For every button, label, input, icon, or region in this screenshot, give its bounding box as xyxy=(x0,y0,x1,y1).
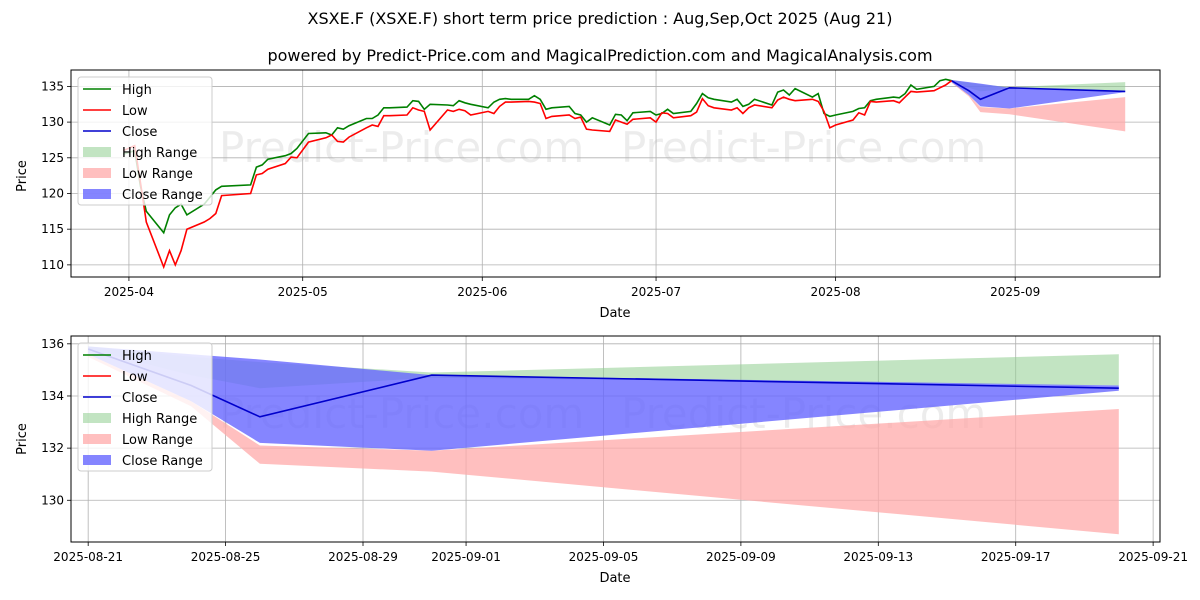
legend-label: High xyxy=(122,349,152,364)
top-y-axis-label: Price xyxy=(15,160,30,192)
bottom-x-axis-label: Date xyxy=(599,571,630,586)
bottom-legend: High Low Close High Range Low Range Close Ran… xyxy=(77,342,213,472)
legend-label: High Range xyxy=(122,412,197,427)
bottom-y-axis-label: Price xyxy=(15,423,30,455)
x-tick-label: 2025-09 xyxy=(990,285,1040,299)
chart-subtitle: powered by Predict-Price.com and Magical… xyxy=(267,46,933,65)
legend-label: Low Range xyxy=(122,433,193,448)
top-x-ticks: 2025-04 2025-05 2025-06 2025-07 2025-08 2025-… xyxy=(104,277,1040,299)
top-plot-frame xyxy=(70,69,1161,278)
x-tick-label: 2025-08-21 xyxy=(53,550,123,564)
legend-swatch-patch xyxy=(83,413,111,423)
close-range-band xyxy=(951,80,1126,109)
legend-box xyxy=(77,342,213,472)
y-tick-label: 115 xyxy=(41,222,64,236)
y-tick-label: 136 xyxy=(41,337,64,351)
top-panel: Predict-Price.com Predict-Price.com 2025-… xyxy=(15,69,1161,321)
x-tick-label: 2025-08-25 xyxy=(191,550,261,564)
legend-swatch-patch xyxy=(83,434,111,444)
y-tick-label: 125 xyxy=(41,151,64,165)
watermark-text: Predict-Price.com xyxy=(219,123,584,172)
legend-label: Low Range xyxy=(122,167,193,182)
y-tick-label: 130 xyxy=(41,115,64,129)
top-legend: High Low Close High Range Low Range Close Ran… xyxy=(77,76,213,206)
top-watermarks: Predict-Price.com Predict-Price.com xyxy=(219,123,986,172)
top-x-axis-label: Date xyxy=(599,306,630,321)
close-range-band xyxy=(88,346,1119,451)
watermark-text: Predict-Price.com xyxy=(621,123,986,172)
legend-box xyxy=(77,76,213,206)
legend-label: Close xyxy=(122,391,157,406)
x-tick-label: 2025-09-09 xyxy=(706,550,776,564)
y-tick-label: 134 xyxy=(41,389,64,403)
legend-swatch-patch xyxy=(83,455,111,465)
top-grid xyxy=(71,70,1160,277)
legend-label: Close xyxy=(122,125,157,140)
y-tick-label: 120 xyxy=(41,186,64,200)
close-line xyxy=(951,80,1126,101)
x-tick-label: 2025-09-21 xyxy=(1118,550,1188,564)
low-range-band xyxy=(88,354,1119,535)
low-line xyxy=(122,80,952,270)
x-tick-label: 2025-09-13 xyxy=(843,550,913,564)
legend-label: Low xyxy=(122,370,148,385)
top-y-ticks: 110 115 120 125 130 135 xyxy=(41,79,71,272)
x-tick-label: 2025-09-17 xyxy=(981,550,1051,564)
legend-swatch-patch xyxy=(83,168,111,178)
legend-swatch-patch xyxy=(83,147,111,157)
bottom-plot-frame xyxy=(70,335,1161,543)
bottom-y-ticks: 130 132 134 136 xyxy=(41,337,71,507)
x-tick-label: 2025-05 xyxy=(278,285,328,299)
bottom-x-ticks: 2025-08-21 2025-08-25 2025-08-29 2025-09-01… xyxy=(53,542,1188,564)
y-tick-label: 132 xyxy=(41,441,64,455)
chart-title: XSXE.F (XSXE.F) short term price predict… xyxy=(307,9,893,28)
legend-label: Close Range xyxy=(122,454,203,469)
x-tick-label: 2025-08 xyxy=(811,285,861,299)
x-tick-label: 2025-09-01 xyxy=(431,550,501,564)
legend-label: High Range xyxy=(122,146,197,161)
legend-label: Close Range xyxy=(122,188,203,203)
low-range-band xyxy=(951,82,1126,132)
x-tick-label: 2025-07 xyxy=(631,285,681,299)
y-tick-label: 110 xyxy=(41,258,64,272)
y-tick-label: 130 xyxy=(41,493,64,507)
high-line xyxy=(122,78,952,235)
x-tick-label: 2025-09-05 xyxy=(569,550,639,564)
y-tick-label: 135 xyxy=(41,79,64,93)
legend-swatch-patch xyxy=(83,189,111,199)
legend-label: Low xyxy=(122,104,148,119)
top-series xyxy=(122,78,1126,270)
legend-label: High xyxy=(122,83,152,98)
x-tick-label: 2025-04 xyxy=(104,285,154,299)
x-tick-label: 2025-08-29 xyxy=(328,550,398,564)
x-tick-label: 2025-06 xyxy=(457,285,507,299)
